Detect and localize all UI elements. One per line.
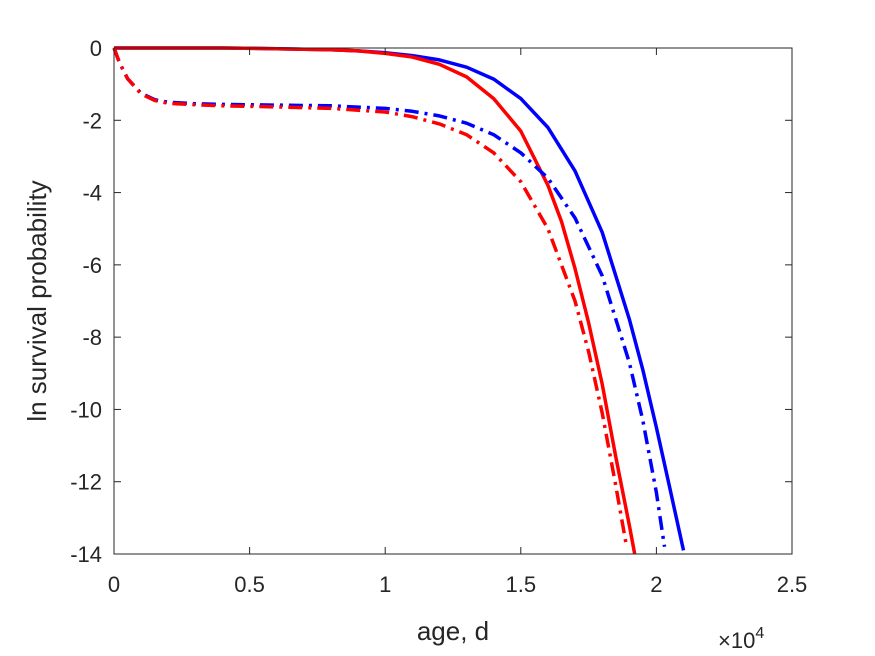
x-tick-label: 1.5	[506, 572, 537, 597]
series-line-4	[112, 47, 629, 548]
x-tick-label: 0.5	[234, 572, 265, 597]
y-tick-label: -8	[82, 325, 102, 350]
y-tick-label: -12	[70, 470, 102, 495]
x-axis-label: age, d	[417, 616, 489, 646]
y-axis-label: ln survival probability	[22, 180, 52, 421]
x-tick-label: 2.5	[777, 572, 808, 597]
x-tick-label: 2	[650, 572, 662, 597]
series-layer	[112, 46, 686, 555]
x-tick-label: 0	[108, 572, 120, 597]
y-tick-label: -14	[70, 542, 102, 567]
y-tick-label: -10	[70, 397, 102, 422]
y-tick-label: -2	[82, 108, 102, 133]
plot-frame	[113, 47, 793, 555]
y-tick-label: -6	[82, 253, 102, 278]
series-line-2	[114, 46, 637, 555]
multiplier-base: 10	[731, 628, 755, 653]
x-tick-label: 1	[379, 572, 391, 597]
y-tick-label: -4	[82, 181, 102, 206]
multiplier-times: ×	[718, 628, 731, 653]
x-axis-multiplier: ×104	[718, 625, 764, 653]
multiplier-exponent: 4	[755, 625, 764, 642]
y-tick-label: 0	[90, 36, 102, 61]
ticks-layer: 0 0.5 1 1.5 2 2.5 0 -2 -4 -6 -8 -10 -12 -14	[70, 36, 807, 597]
